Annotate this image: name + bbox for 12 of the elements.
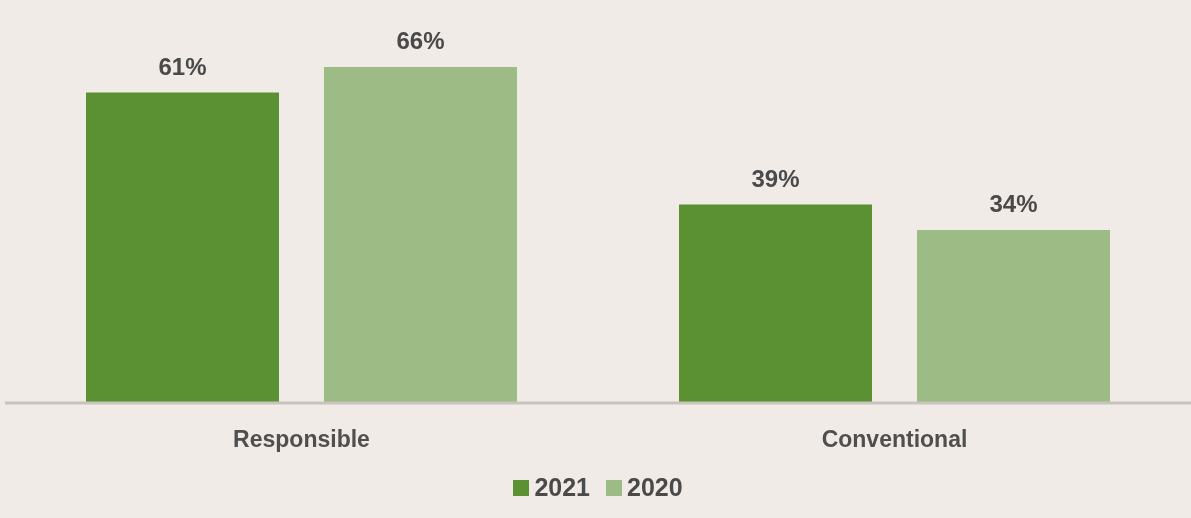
bar [917, 229, 1110, 403]
bar [324, 67, 517, 403]
data-label: 34% [989, 189, 1038, 217]
data-label: 39% [751, 164, 800, 192]
legend-label: 2021 [533, 473, 590, 502]
x-tick-label: Responsible [233, 426, 370, 453]
bar [679, 204, 872, 403]
data-label: 66% [396, 27, 445, 55]
legend-label: 2020 [626, 473, 683, 502]
x-tick-label: Conventional [821, 426, 968, 453]
bar [86, 92, 279, 403]
data-label: 61% [158, 52, 207, 80]
